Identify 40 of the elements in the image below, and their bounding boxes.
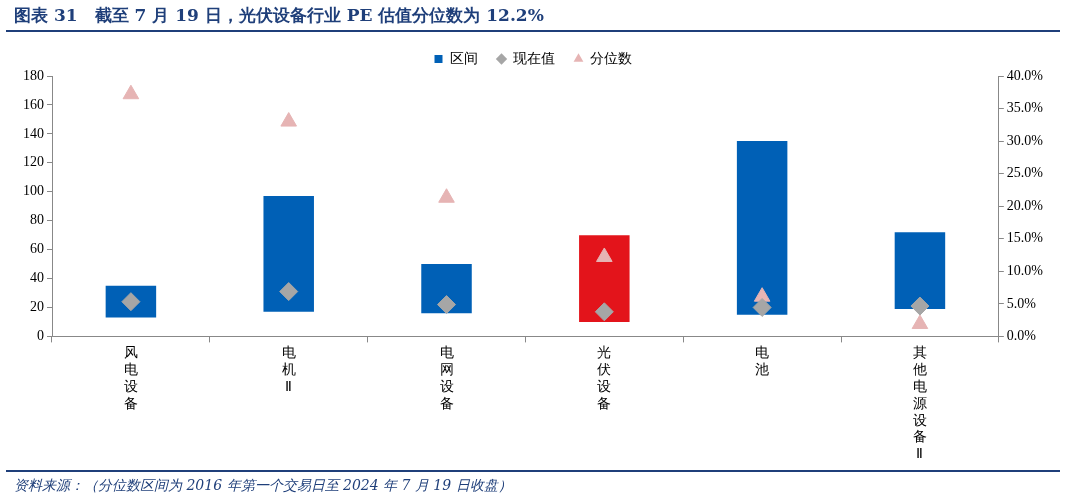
x-tick-label: 电机Ⅱ (281, 345, 296, 395)
y-tick-label: 160 (23, 96, 44, 112)
y-tick-label: 40 (30, 270, 44, 286)
bar (894, 232, 946, 309)
y-tick-label: 100 (23, 183, 44, 199)
point (438, 188, 455, 203)
x-tick-label: 电网设备 (439, 345, 454, 411)
point (596, 247, 613, 262)
bar (736, 141, 788, 315)
bar (421, 264, 472, 314)
chart-title: 图表 31 截至 7 月 19 日，光伏设备行业 PE 估值分位数为 12.2% (6, 0, 1060, 32)
y2-tick-label: 20.0% (1006, 197, 1044, 213)
text: 资料来源：（分位数区间为 2016 年第一个交易日至 2024 年 7 月 19 日收盘） (6, 470, 1060, 498)
y2-tick-label: 40.0% (1006, 67, 1044, 83)
legend-label: 区间 (449, 50, 478, 66)
y2-tick-label: 30.0% (1006, 132, 1044, 148)
x-tick-label: 电池 (755, 345, 770, 378)
y-tick-label: 80 (30, 212, 44, 228)
y2-tick-label: 35.0% (1006, 100, 1044, 116)
x-tick-label: 光伏设备 (597, 345, 612, 411)
y2-tick-label: 25.0% (1006, 165, 1044, 181)
y-tick-label: 180 (23, 67, 44, 83)
point (122, 84, 140, 100)
y-tick-label: 140 (23, 125, 44, 141)
point (280, 112, 297, 127)
bar (263, 196, 314, 312)
y2-tick-label: 15.0% (1006, 230, 1044, 246)
y-tick-label: 20 (30, 299, 44, 315)
x-tick-label: 其他电源设备Ⅱ (912, 345, 927, 462)
bar (579, 235, 630, 322)
legend-label: 现在值 (512, 50, 555, 66)
legend-label: 分位数 (589, 50, 632, 66)
y-tick-label: 0 (37, 328, 44, 344)
y-tick-label: 120 (23, 154, 44, 170)
y2-tick-label: 0.0% (1006, 328, 1037, 344)
y2-tick-label: 10.0% (1006, 262, 1044, 278)
y2-tick-label: 5.0% (1006, 295, 1037, 311)
point (911, 314, 929, 330)
x-tick-label: 风电设备 (123, 345, 138, 411)
y-tick-label: 60 (30, 241, 44, 257)
